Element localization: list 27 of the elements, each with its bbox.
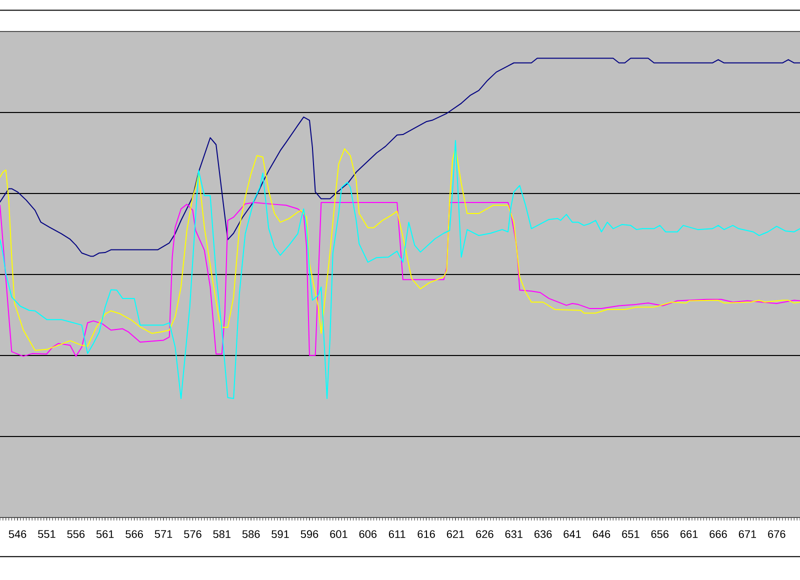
- x-tick-label: 561: [96, 530, 114, 538]
- x-tick-label: 676: [768, 530, 786, 538]
- x-tick-label: 651: [622, 530, 640, 538]
- x-tick-label: 631: [505, 530, 522, 538]
- x-tick-label: 566: [126, 530, 143, 538]
- x-tick-label: 591: [272, 530, 289, 538]
- x-tick-label: 586: [242, 530, 260, 538]
- x-tick-label: 576: [184, 530, 202, 538]
- x-tick-label: 616: [418, 530, 435, 538]
- x-tick-label: 636: [534, 530, 552, 538]
- x-tick-label: 556: [67, 530, 85, 538]
- x-tick-label: 546: [8, 530, 26, 538]
- x-tick-label: 611: [388, 530, 406, 538]
- x-tick-label: 671: [738, 530, 756, 538]
- x-tick-label: 581: [213, 530, 230, 538]
- x-tick-label: 621: [446, 530, 464, 538]
- x-tick-label: 606: [359, 530, 377, 538]
- x-tick-label: 656: [651, 530, 668, 538]
- x-tick-label: 551: [38, 530, 56, 538]
- x-tick-label: 641: [564, 530, 581, 538]
- x-tick-label: 596: [300, 530, 318, 538]
- x-tick-label: 661: [680, 530, 698, 538]
- x-tick-label: 571: [154, 530, 172, 538]
- x-tick-label: 626: [476, 530, 494, 538]
- x-tick-label: 666: [710, 530, 727, 538]
- x-tick-label: 646: [592, 530, 610, 538]
- x-tick-label: 601: [330, 530, 348, 538]
